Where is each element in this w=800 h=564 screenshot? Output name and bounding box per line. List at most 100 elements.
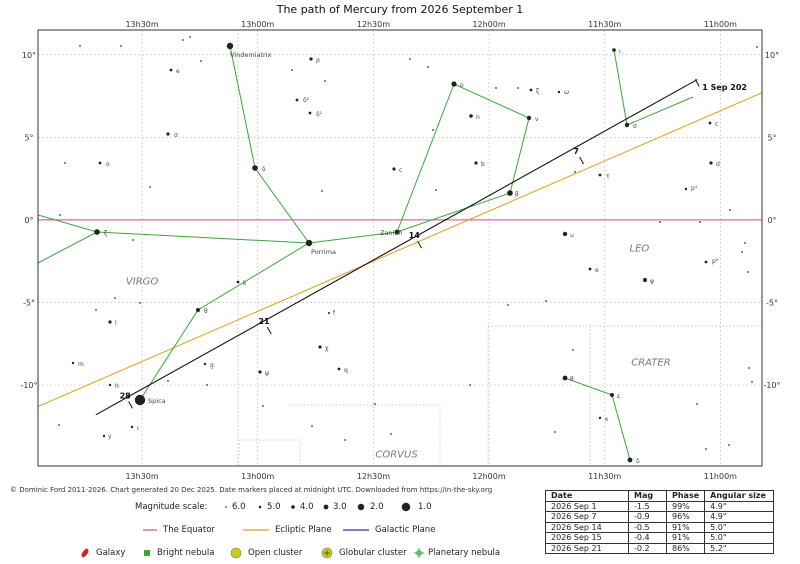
faint-star	[748, 367, 750, 369]
ra-tick-label-top: 13h30m	[125, 20, 158, 29]
star	[507, 190, 513, 196]
dec-tick-label-left: 10°	[22, 51, 36, 60]
star	[318, 345, 322, 349]
star-label: φ	[650, 278, 654, 285]
faint-star	[95, 309, 97, 311]
faint-star	[517, 87, 519, 89]
table-cell-phase: 96%	[665, 511, 706, 523]
faint-star	[132, 239, 134, 241]
magnitude-5-label: 5.0	[267, 502, 281, 512]
faint-star	[756, 46, 758, 48]
star	[305, 239, 313, 247]
constellation-boundary	[237, 439, 301, 466]
magnitude-6.0-dot	[225, 506, 227, 508]
table-cell-phase: 86%	[665, 542, 706, 554]
star-label: l	[115, 320, 117, 327]
dec-tick-label-right: -10°	[763, 381, 780, 390]
star-label: ρ	[316, 57, 320, 64]
magnitude-scale-label: Magnitude scale:	[135, 502, 208, 512]
table-cell-phase: 91%	[665, 521, 706, 533]
faint-star	[728, 444, 730, 446]
star-label: σ	[174, 132, 178, 139]
star	[598, 416, 602, 420]
magnitude-4-label: 4.0	[300, 502, 314, 512]
equator-legend-label: The Equator	[163, 525, 215, 535]
star-name-label: Porrima	[311, 248, 336, 256]
star	[708, 121, 712, 125]
star-label: χ	[325, 345, 329, 352]
star-label: ο	[460, 82, 464, 89]
star	[610, 393, 614, 397]
ecliptic-line	[38, 92, 762, 408]
date-marker-tick	[266, 326, 272, 335]
table-cell-date: 2026 Sep 7	[545, 511, 629, 523]
constellation-name: VIRGO	[126, 276, 158, 287]
constellation-name: CORVUS	[375, 450, 418, 461]
star-label: σ	[633, 123, 637, 130]
star-label: κ	[605, 416, 609, 423]
table-cell-phase: 91%	[665, 532, 706, 544]
credit-line: © Dominic Ford 2011-2026. Chart generate…	[10, 486, 493, 494]
star	[328, 312, 330, 314]
star	[295, 98, 299, 102]
star-label: y	[108, 433, 112, 440]
dec-tick-label-right: 10°	[765, 51, 779, 60]
magnitude-1.0-dot	[401, 502, 411, 512]
star	[643, 278, 647, 282]
ra-tick-label-top: 12h00m	[472, 20, 505, 29]
star-label: m	[78, 361, 84, 368]
star	[196, 308, 200, 312]
star	[557, 90, 561, 94]
star-label: e	[176, 68, 180, 75]
faint-star	[507, 304, 509, 306]
star	[102, 434, 106, 438]
star-label: b	[481, 161, 485, 168]
table-cell-size: 5.2"	[704, 542, 775, 554]
mercury-path-line	[95, 79, 698, 416]
star-label: q	[344, 367, 348, 374]
legend-graphics	[81, 502, 424, 559]
planetary-nebula-legend-label: Planetary nebula	[428, 548, 501, 558]
reference-lines	[38, 92, 762, 408]
star-label: c	[399, 167, 402, 174]
star-label: ψ	[265, 370, 269, 377]
constellation-boundaries	[237, 30, 762, 466]
legend: Magnitude scale: 6.0 5.0 4.0 3.0 2.0 1.0…	[96, 502, 501, 558]
star	[226, 42, 234, 50]
table-cell-date: 2026 Sep 1	[545, 500, 629, 512]
star	[627, 457, 633, 463]
star-label: ζ	[104, 230, 107, 237]
ecliptic-legend-label: Ecliptic Plane	[275, 525, 332, 535]
magnitude-2-label: 2.0	[370, 502, 384, 512]
star-name-label: Vindemiatrix	[230, 51, 272, 59]
table-header-phase: Phase	[665, 490, 706, 502]
star-name-label: Spica	[148, 397, 166, 405]
magnitude-3.0-dot	[323, 504, 329, 510]
star	[469, 114, 473, 118]
star	[394, 229, 400, 235]
star	[130, 425, 134, 429]
constellation-line	[613, 49, 694, 126]
magnitude-3-label: 3.0	[333, 502, 347, 512]
ra-tick-label-top: 11h00m	[704, 20, 737, 29]
dec-tick-label-right: -5°	[766, 299, 778, 308]
star-label: g	[210, 362, 214, 369]
constellation-line	[396, 83, 530, 233]
star-label: p²	[712, 258, 719, 265]
star-label: ι	[137, 425, 139, 432]
star	[252, 165, 258, 171]
faint-star	[344, 439, 346, 441]
star-label: h	[115, 383, 119, 390]
plot-frame	[37, 29, 763, 467]
table-cell-mag: -0.9	[628, 511, 667, 523]
star	[684, 187, 688, 191]
magnitude-4.0-dot	[291, 505, 295, 509]
faint-star	[311, 425, 313, 427]
table-row: 2026 Sep 1 -1.5 99% 4.9"	[545, 500, 775, 512]
table-cell-mag: -1.5	[628, 500, 667, 512]
star	[624, 122, 630, 128]
star	[392, 167, 396, 171]
globular-cluster-legend-label: Globular cluster	[339, 548, 407, 558]
star	[203, 362, 207, 366]
table-cell-phase: 99%	[665, 500, 706, 512]
